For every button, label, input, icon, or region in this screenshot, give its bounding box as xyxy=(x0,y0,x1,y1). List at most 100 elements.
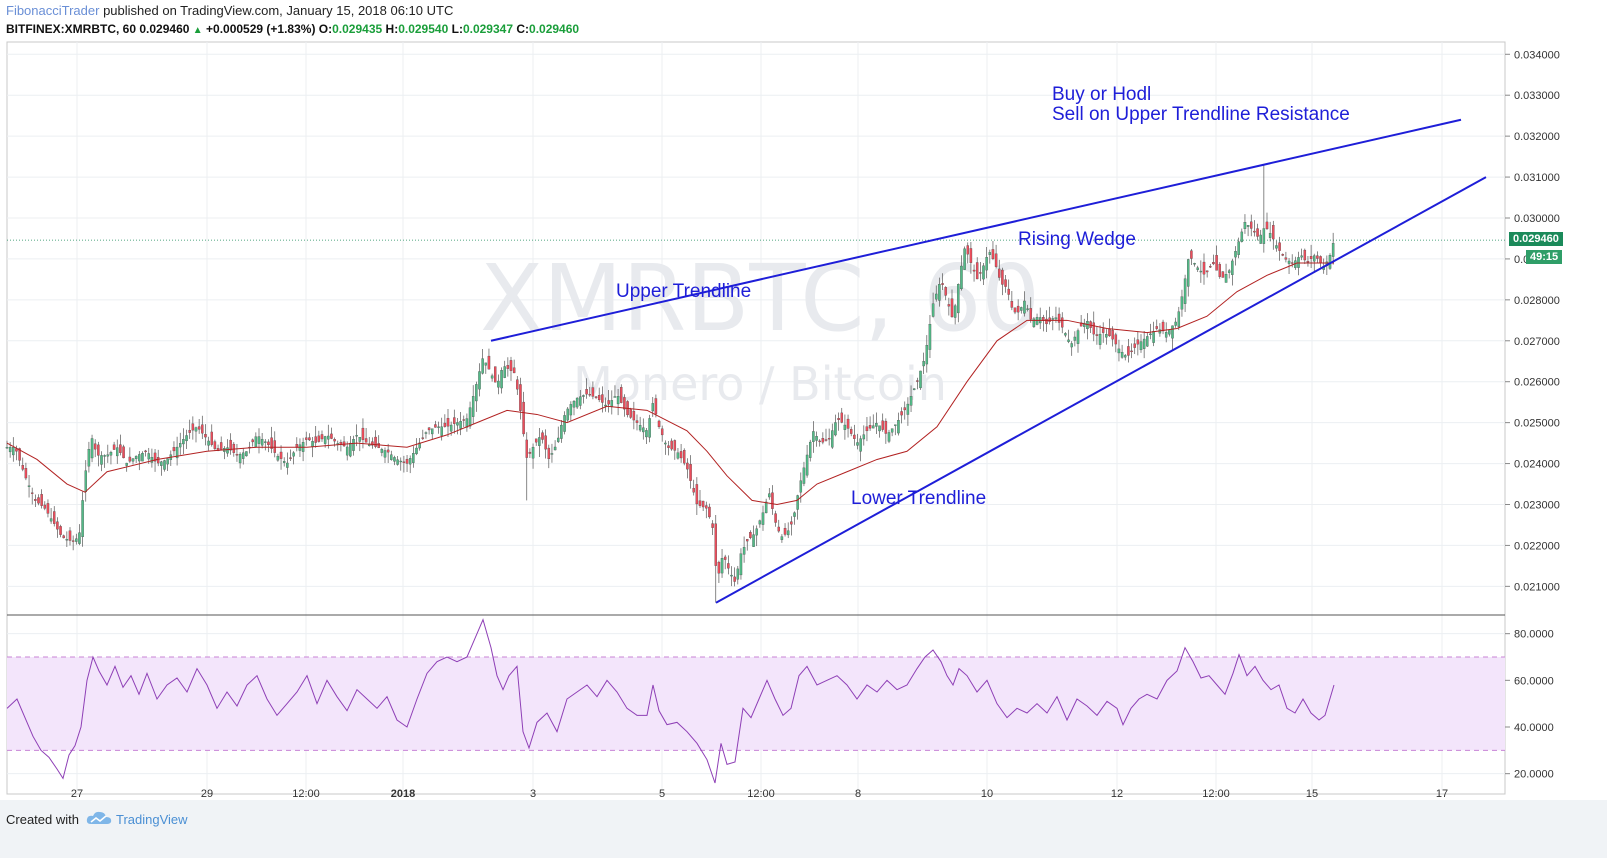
candle-down xyxy=(969,248,973,263)
candle-up xyxy=(440,426,443,436)
candle-down xyxy=(1272,225,1275,240)
candle-down xyxy=(733,576,736,582)
price-tick-label: 0.028000 xyxy=(1514,295,1560,307)
candle-down xyxy=(884,420,888,434)
candle-up xyxy=(163,460,166,470)
candle-up xyxy=(928,324,932,350)
candle-down xyxy=(204,434,207,438)
candle-up xyxy=(100,455,103,465)
candle-down xyxy=(1205,270,1209,273)
author-link[interactable]: FibonacciTrader xyxy=(6,3,100,18)
candle-down xyxy=(916,380,919,382)
candle-down xyxy=(516,379,519,390)
candle-down xyxy=(386,449,390,453)
annotation-buy[interactable]: Buy or Hodl xyxy=(1052,84,1151,105)
candle-down xyxy=(837,418,840,421)
candle-down xyxy=(727,563,730,569)
candle-down xyxy=(1202,261,1206,275)
candle-up xyxy=(65,539,69,541)
candle-up xyxy=(664,442,667,445)
last-price: 0.029460 xyxy=(139,22,190,36)
candle-down xyxy=(512,367,516,374)
candle-up xyxy=(245,451,248,457)
last-price-tag: 0.029460 xyxy=(1509,232,1563,247)
candle-down xyxy=(1256,228,1259,237)
candle-down xyxy=(333,439,336,442)
candle-up xyxy=(739,553,743,576)
price-tick-label: 0.027000 xyxy=(1514,336,1560,348)
candle-down xyxy=(201,424,204,434)
candle-down xyxy=(453,417,456,424)
candle-up xyxy=(1240,231,1244,242)
footer: Created with TradingView xyxy=(0,800,1607,858)
price-tick-label: 0.032000 xyxy=(1514,131,1560,143)
candle-up xyxy=(475,384,478,402)
candle-up xyxy=(5,447,9,449)
candle-up xyxy=(1259,234,1262,244)
candle-down xyxy=(122,446,125,459)
candle-up xyxy=(1149,333,1152,336)
tradingview-link[interactable]: TradingView xyxy=(116,812,188,827)
candle-up xyxy=(465,418,469,428)
price-tick-label: 0.031000 xyxy=(1514,172,1560,184)
candle-up xyxy=(613,396,617,398)
candle-down xyxy=(1221,271,1225,278)
candle-up xyxy=(471,396,475,417)
candle-up xyxy=(856,442,859,446)
candle-up xyxy=(260,438,264,446)
rsi-band xyxy=(7,657,1505,751)
upper-trendline[interactable] xyxy=(490,118,1462,342)
candle-up xyxy=(1313,255,1316,262)
candle-up xyxy=(1180,296,1184,310)
candle-up xyxy=(1246,225,1250,227)
annotation-rising-wedge[interactable]: Rising Wedge xyxy=(1018,229,1136,250)
candle-down xyxy=(487,355,491,370)
candle-down xyxy=(821,438,825,443)
candle-down xyxy=(1319,256,1322,264)
rsi-axis[interactable]: 80.0000 60.0000 40.0000 20.0000 xyxy=(1505,629,1554,781)
candle-up xyxy=(897,420,900,434)
candle-up xyxy=(1224,274,1228,283)
candle-down xyxy=(1136,339,1140,345)
candle-up xyxy=(355,435,358,437)
annotation-upper-trendline[interactable]: Upper Trendline xyxy=(616,281,751,302)
candle-up xyxy=(468,407,472,427)
time-tick-label: 17 xyxy=(1436,788,1448,800)
candle-up xyxy=(238,453,242,464)
candle-up xyxy=(809,441,812,458)
candle-down xyxy=(632,410,636,421)
candle-up xyxy=(812,431,815,442)
candle-down xyxy=(53,511,56,524)
candle-up xyxy=(610,400,614,407)
candle-up xyxy=(569,404,573,416)
candle-down xyxy=(975,262,979,280)
time-axis[interactable]: 27 29 12:00 2018 3 5 12:00 8 10 12 12:00 15 17 xyxy=(71,788,1448,800)
candle-down xyxy=(1130,350,1133,353)
candle-up xyxy=(638,425,642,431)
candle-up xyxy=(906,403,910,415)
price-axis[interactable]: 0.034000 0.033000 0.032000 0.031000 0.030000… xyxy=(1505,49,1560,593)
annotation-lower-trendline[interactable]: Lower Trendline xyxy=(851,488,986,509)
candle-down xyxy=(601,394,604,403)
time-tick-label: 3 xyxy=(530,788,536,800)
candle-up xyxy=(676,452,680,459)
candle-down xyxy=(21,465,24,470)
candle-up xyxy=(1054,317,1058,320)
candle-down xyxy=(683,450,686,464)
candle-up xyxy=(27,485,31,487)
candle-up xyxy=(1067,339,1070,342)
candle-up xyxy=(550,453,554,455)
candle-down xyxy=(24,468,28,479)
candle-up xyxy=(481,358,484,374)
candle-up xyxy=(437,426,440,428)
candle-down xyxy=(723,556,727,560)
chart-canvas[interactable]: XMRBTC, 60 Monero / Bitcoin Buy or Hodl … xyxy=(0,0,1607,800)
candle-up xyxy=(1098,333,1102,345)
annotation-sell[interactable]: Sell on Upper Trendline Resistance xyxy=(1052,104,1350,125)
lower-trendline[interactable] xyxy=(715,176,1487,604)
candle-up xyxy=(226,447,229,454)
candle-down xyxy=(308,437,311,441)
candle-down xyxy=(1114,334,1118,345)
time-tick-label: 8 xyxy=(855,788,861,800)
candle-down xyxy=(1281,254,1285,256)
